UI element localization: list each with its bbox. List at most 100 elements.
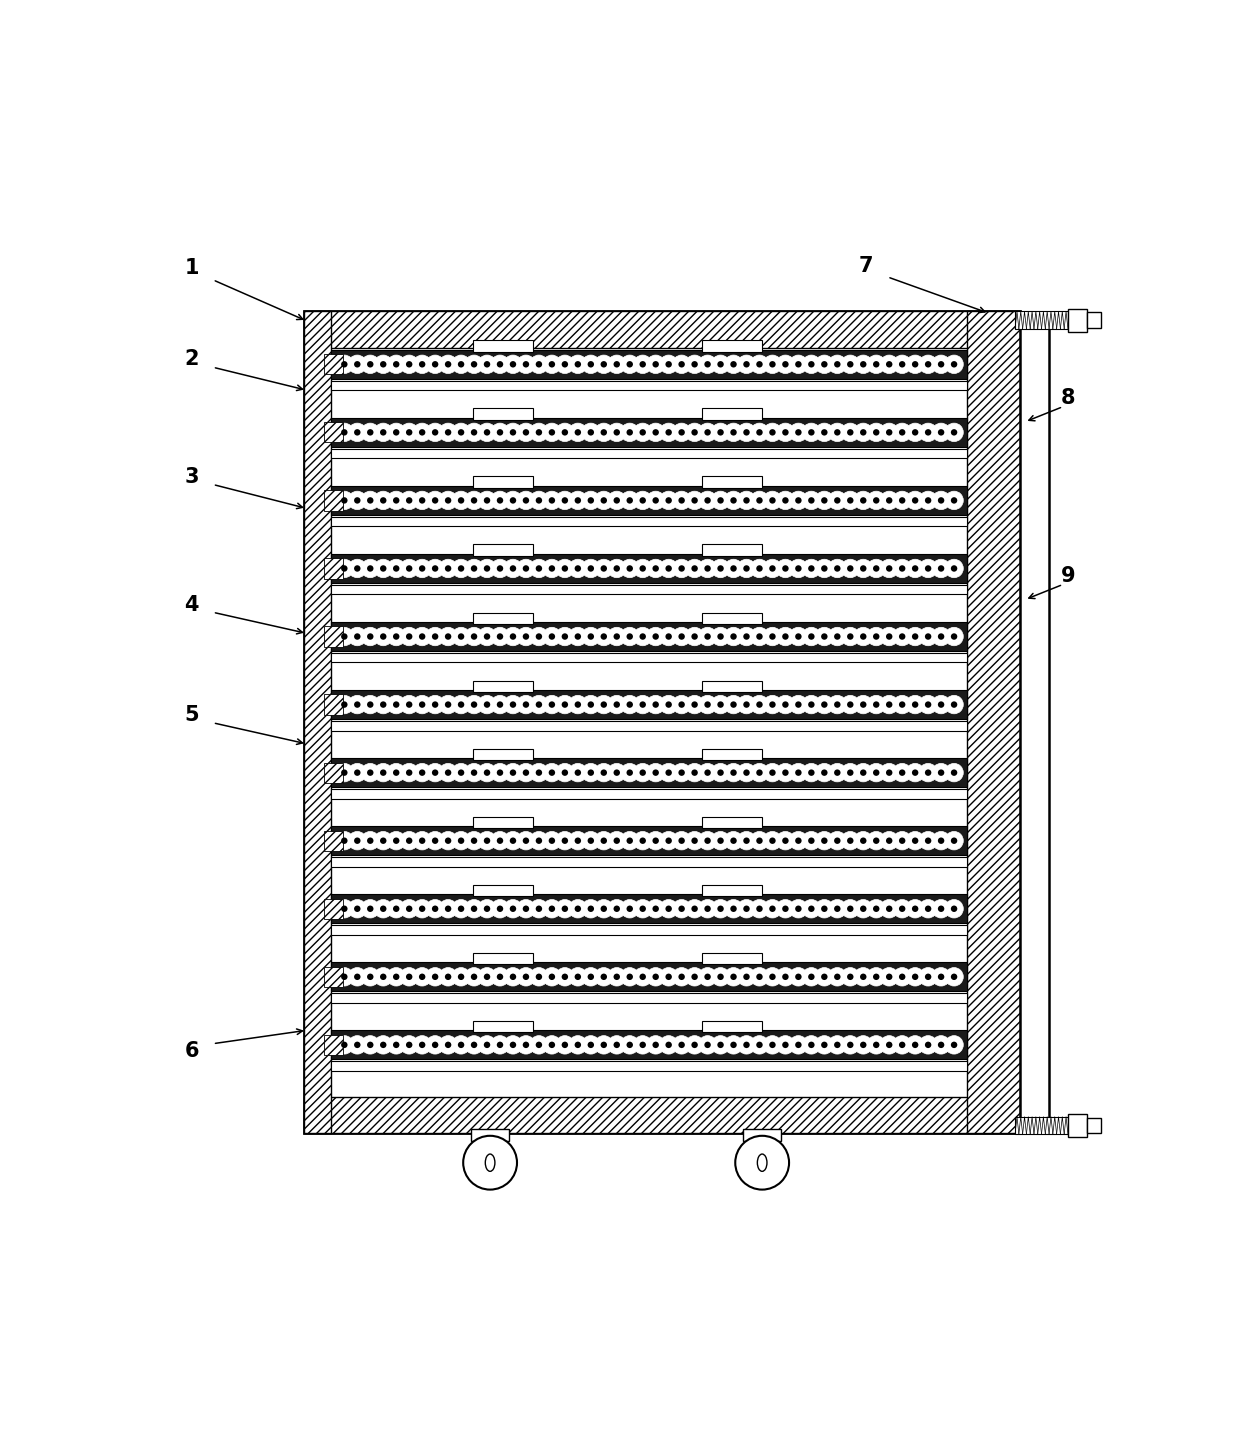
Circle shape <box>458 838 464 844</box>
Circle shape <box>640 1042 646 1048</box>
Circle shape <box>835 429 841 436</box>
Circle shape <box>828 696 847 713</box>
Circle shape <box>763 491 781 509</box>
Circle shape <box>724 1036 743 1055</box>
Circle shape <box>743 565 750 571</box>
Circle shape <box>951 429 957 436</box>
Circle shape <box>517 696 536 713</box>
Circle shape <box>419 362 425 367</box>
Circle shape <box>471 905 477 913</box>
Circle shape <box>484 702 490 707</box>
Text: 5: 5 <box>185 705 198 725</box>
Circle shape <box>789 560 807 578</box>
Circle shape <box>893 560 911 578</box>
Circle shape <box>763 696 781 713</box>
Circle shape <box>401 560 418 578</box>
Circle shape <box>678 497 684 504</box>
Circle shape <box>491 354 510 373</box>
Circle shape <box>666 838 672 844</box>
Circle shape <box>451 900 470 918</box>
Circle shape <box>484 497 490 504</box>
Circle shape <box>738 423 755 442</box>
Circle shape <box>692 633 698 640</box>
Circle shape <box>880 560 899 578</box>
Circle shape <box>620 627 639 646</box>
Circle shape <box>815 967 833 986</box>
Circle shape <box>776 831 795 850</box>
Circle shape <box>821 362 827 367</box>
Circle shape <box>491 627 510 646</box>
Circle shape <box>782 973 789 980</box>
Bar <box>331 926 967 934</box>
Circle shape <box>355 769 361 776</box>
Circle shape <box>503 696 522 713</box>
Circle shape <box>678 973 684 980</box>
Circle shape <box>510 429 516 436</box>
Circle shape <box>815 696 833 713</box>
Circle shape <box>712 763 730 782</box>
Circle shape <box>776 900 795 918</box>
Circle shape <box>769 702 776 707</box>
Circle shape <box>374 696 393 713</box>
Circle shape <box>730 905 737 913</box>
Circle shape <box>425 763 444 782</box>
Circle shape <box>640 565 646 571</box>
Circle shape <box>885 497 893 504</box>
Circle shape <box>451 560 470 578</box>
Circle shape <box>932 831 950 850</box>
Bar <box>474 885 533 897</box>
Circle shape <box>828 560 847 578</box>
Circle shape <box>652 362 658 367</box>
Circle shape <box>465 423 484 442</box>
Circle shape <box>614 497 620 504</box>
Bar <box>702 613 761 624</box>
Circle shape <box>588 565 594 571</box>
Circle shape <box>432 702 439 707</box>
Circle shape <box>880 627 899 646</box>
Circle shape <box>769 973 776 980</box>
Circle shape <box>867 354 885 373</box>
Circle shape <box>893 831 911 850</box>
Circle shape <box>743 429 750 436</box>
Circle shape <box>828 491 847 509</box>
Circle shape <box>704 905 711 913</box>
Bar <box>331 1030 967 1059</box>
Circle shape <box>646 354 665 373</box>
Circle shape <box>951 1042 957 1048</box>
Circle shape <box>919 696 937 713</box>
Circle shape <box>451 423 470 442</box>
Circle shape <box>465 900 484 918</box>
Circle shape <box>458 633 464 640</box>
Circle shape <box>789 967 807 986</box>
Circle shape <box>911 362 919 367</box>
Circle shape <box>660 967 678 986</box>
Circle shape <box>379 702 387 707</box>
Circle shape <box>569 831 587 850</box>
Circle shape <box>743 769 750 776</box>
Circle shape <box>828 967 847 986</box>
Circle shape <box>795 905 801 913</box>
Circle shape <box>569 354 587 373</box>
Circle shape <box>660 696 678 713</box>
Circle shape <box>379 905 387 913</box>
Circle shape <box>672 967 691 986</box>
Circle shape <box>439 763 458 782</box>
Circle shape <box>730 565 737 571</box>
Circle shape <box>401 627 418 646</box>
Circle shape <box>698 354 717 373</box>
Circle shape <box>686 900 704 918</box>
Circle shape <box>717 497 724 504</box>
Circle shape <box>769 633 776 640</box>
Circle shape <box>937 429 945 436</box>
Text: 1: 1 <box>185 258 198 278</box>
Circle shape <box>652 702 658 707</box>
Circle shape <box>574 633 582 640</box>
Circle shape <box>885 565 893 571</box>
Circle shape <box>743 497 750 504</box>
Circle shape <box>401 423 418 442</box>
Circle shape <box>945 491 963 509</box>
Bar <box>702 953 761 964</box>
Circle shape <box>652 838 658 844</box>
Circle shape <box>899 429 905 436</box>
Circle shape <box>600 702 608 707</box>
